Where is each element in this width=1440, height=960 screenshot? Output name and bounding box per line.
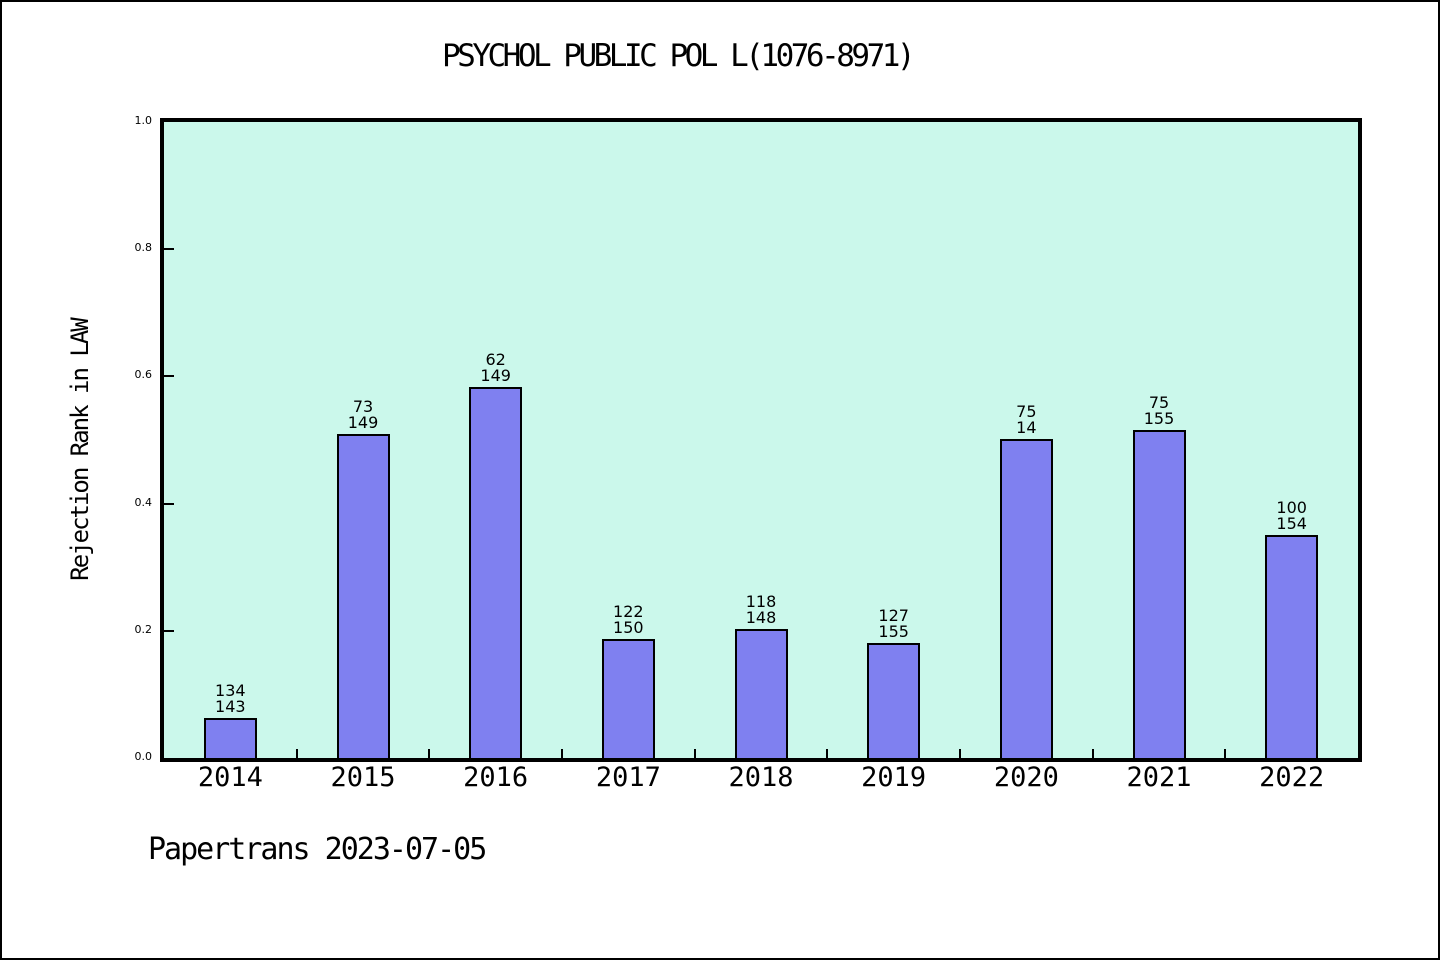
bar-value-label: 127 155 (878, 608, 909, 640)
bar-label-denominator: 149 (480, 366, 511, 385)
x-axis-tick-labels: 2014 2015 2016 2017 2018 2019 2020 2021 2022 (164, 764, 1358, 798)
bar-label-denominator: 150 (613, 618, 644, 637)
y-tick-mark (164, 629, 174, 632)
bar-label-numerator: 127 (878, 606, 909, 625)
x-tick-label-2015: 2015 (330, 762, 396, 793)
bar-value-label: 62 149 (480, 352, 511, 384)
x-minor-tick (1091, 749, 1094, 758)
bar-label-numerator: 100 (1276, 498, 1307, 517)
x-minor-tick (693, 749, 696, 758)
plot-area: 134 143 73 149 62 149 122 150 118 148 127 155 75 14 75… (160, 118, 1362, 762)
y-tick-label: 1.0 (134, 114, 153, 127)
bar-label-numerator: 75 (1148, 393, 1170, 412)
x-tick-label-2017: 2017 (595, 762, 661, 793)
y-tick-label: 0.8 (134, 241, 153, 255)
bar-2016 (469, 387, 523, 758)
chart-title: PSYCHOL PUBLIC POL L(1076-8971) (442, 38, 916, 74)
x-tick-label-2014: 2014 (197, 762, 263, 793)
bar-label-numerator: 134 (215, 681, 246, 700)
x-minor-tick (1224, 749, 1227, 758)
bar-2019 (867, 643, 921, 758)
bar-value-label: 100 154 (1276, 500, 1307, 532)
bar-2015 (336, 434, 390, 758)
bar-value-label: 122 150 (613, 604, 644, 636)
x-tick-label-2016: 2016 (463, 762, 529, 793)
bar-2020 (999, 439, 1053, 758)
y-tick-mark (164, 248, 174, 251)
y-tick-label: 0.6 (134, 368, 153, 382)
bar-label-denominator: 155 (1143, 409, 1175, 428)
bar-label-numerator: 62 (485, 350, 506, 369)
x-tick-label-2018: 2018 (728, 762, 794, 793)
x-minor-tick (561, 749, 563, 758)
bar-value-label: 118 148 (746, 594, 777, 626)
watermark-text: Papertrans 2023-07-05 (148, 832, 487, 867)
bar-label-denominator: 154 (1276, 514, 1307, 533)
y-tick-label: 0.2 (134, 622, 153, 636)
x-minor-tick (959, 749, 961, 758)
x-minor-tick (295, 749, 298, 758)
bar-value-label: 75 155 (1144, 395, 1175, 427)
x-tick-label-2021: 2021 (1126, 762, 1192, 793)
bar-value-label: 134 143 (215, 683, 246, 715)
bar-2017 (601, 639, 655, 758)
bar-label-denominator: 148 (745, 608, 777, 627)
y-tick-mark (164, 502, 174, 505)
y-axis-tick-labels: 0.0 0.2 0.4 0.6 0.8 1.0 (0, 114, 153, 763)
bar-label-numerator: 73 (352, 397, 374, 416)
bar-2018 (734, 629, 788, 758)
y-tick-mark (164, 375, 174, 378)
x-minor-tick (826, 749, 829, 758)
x-tick-label-2019: 2019 (861, 762, 927, 793)
y-tick-label: 0.0 (134, 750, 153, 763)
bar-label-denominator: 155 (878, 622, 909, 641)
bar-2014 (203, 718, 257, 758)
bar-label-denominator: 149 (347, 413, 379, 432)
bar-label-denominator: 14 (1016, 418, 1037, 437)
bar-label-numerator: 75 (1016, 402, 1037, 421)
bar-label-numerator: 122 (613, 602, 644, 621)
bar-2022 (1265, 535, 1319, 758)
bar-label-denominator: 143 (215, 697, 246, 716)
y-tick-label: 0.4 (134, 495, 153, 509)
x-tick-label-2022: 2022 (1259, 762, 1325, 793)
bar-label-numerator: 118 (745, 592, 777, 611)
x-tick-label-2020: 2020 (993, 762, 1059, 793)
bar-value-label: 73 149 (348, 399, 379, 431)
bar-value-label: 75 14 (1016, 404, 1036, 436)
x-minor-tick (428, 749, 431, 758)
bar-2021 (1132, 430, 1186, 758)
